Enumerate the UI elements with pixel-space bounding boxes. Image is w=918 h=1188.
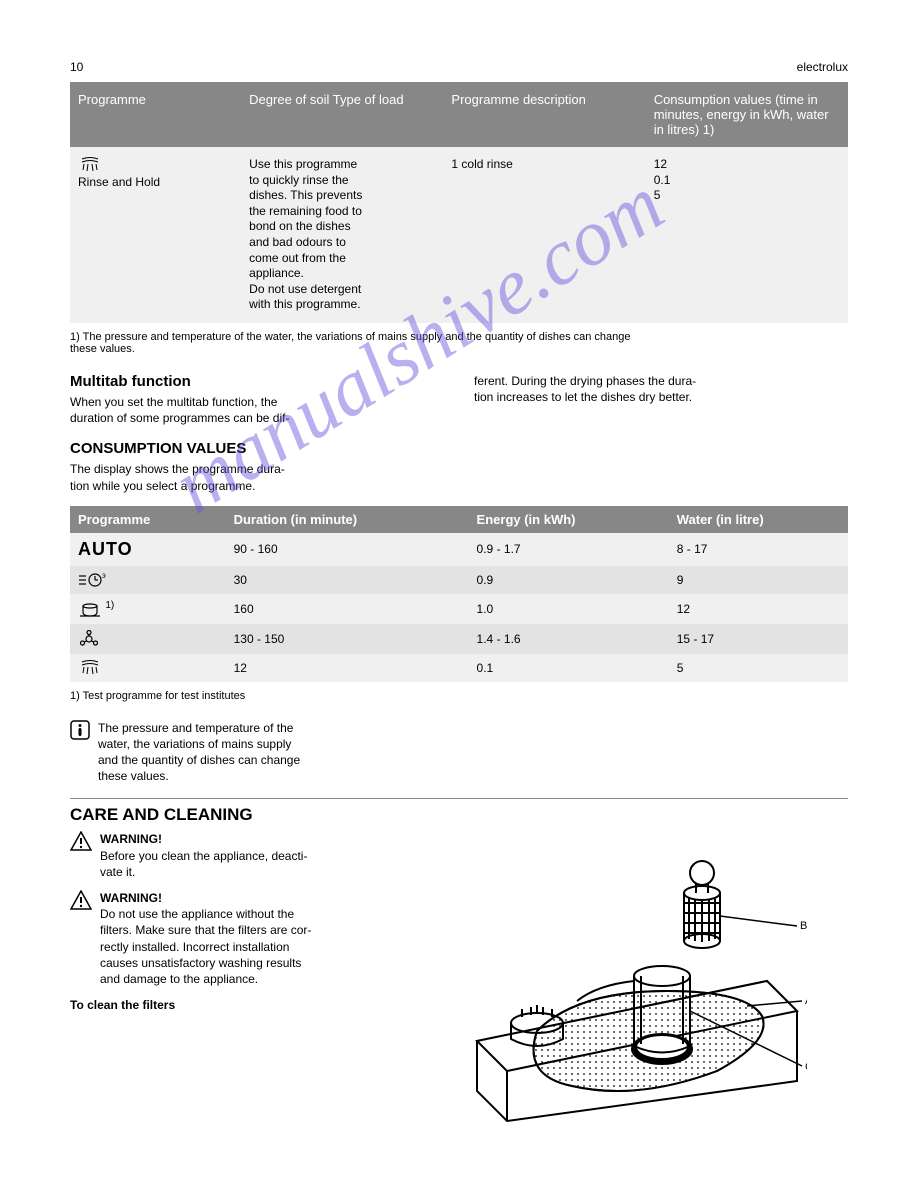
col-desc: Programme description [443,82,645,147]
eco-icon [78,600,102,618]
post-note: ferent. During the drying phases the dur… [474,373,848,405]
cell-water: 12 [669,594,848,624]
care-title: CARE AND CLEANING [70,805,848,825]
warning-label: WARNING! [100,832,162,846]
col-duration: Duration (in minute) [226,506,469,533]
cell-duration: 130 - 150 [226,624,469,654]
table-row: 1) 160 1.0 12 [70,594,848,624]
programme-name: Rinse and Hold [78,175,233,191]
desc-cell: 1 cold rinse [443,147,645,323]
cell-energy: 1.4 - 1.6 [469,624,669,654]
programs-footnote: 1) The pressure and temperature of the w… [70,331,848,355]
multitab-title: Multitab function [70,373,444,390]
table-row: Rinse and Hold Use this programme to qui… [70,147,848,323]
col-water: Water (in litre) [669,506,848,533]
cell-duration: 160 [226,594,469,624]
page-header: 10 electrolux [70,60,848,74]
warning-block: WARNING! Do not use the appliance without… [70,890,451,987]
warning-label: WARNING! [100,891,162,905]
auto-icon: AUTO [78,539,133,559]
col-consumption: Consumption values (time in minutes, ene… [646,82,848,147]
cell-energy: 0.9 - 1.7 [469,533,669,566]
rinse-hold-icon [78,157,102,173]
cell-water: 15 - 17 [669,624,848,654]
callout-a: A [805,995,807,1007]
consumption-title: CONSUMPTION VALUES [70,440,444,457]
brand-name: electrolux [797,60,848,74]
soil-cell: Use this programme to quickly rinse the … [241,147,443,323]
cell-energy: 0.1 [469,654,669,682]
cell-water: 9 [669,566,848,594]
section-divider [70,798,848,799]
cell-energy: 0.9 [469,566,669,594]
values-cell: 12 0.1 5 [646,147,848,323]
cell-duration: 90 - 160 [226,533,469,566]
cell-duration: 30 [226,566,469,594]
info-icon [70,720,90,740]
col-programme: Programme [70,82,241,147]
30min-icon: 30' [78,572,106,588]
table-row: AUTO 90 - 160 0.9 - 1.7 8 - 17 [70,533,848,566]
multitab-body: When you set the multitab function, the … [70,394,444,426]
rinse-hold-icon [78,660,102,676]
table-row: 30' 30 0.9 9 [70,566,848,594]
intensive-icon [78,630,100,648]
cell-water: 8 - 17 [669,533,848,566]
warning-icon [70,831,92,851]
cell-duration: 12 [226,654,469,682]
col-energy: Energy (in kWh) [469,506,669,533]
page-number: 10 [70,60,83,74]
eco-footnote-ref: 1) [105,600,114,611]
svg-text:30': 30' [102,574,106,580]
warning-block: WARNING! Before you clean the appliance, … [70,831,451,880]
filters-subhead: To clean the filters [70,997,451,1013]
programs-table: Programme Degree of soil Type of load Pr… [70,82,848,323]
warning-icon [70,890,92,910]
info-note-text: The pressure and temperature of the wate… [98,720,300,785]
warning-text: Before you clean the appliance, deacti- … [100,849,307,879]
consumption-footnote: 1) Test programme for test institutes [70,690,848,702]
consumption-table: Programme Duration (in minute) Energy (i… [70,506,848,682]
cell-energy: 1.0 [469,594,669,624]
callout-c: C [805,1061,807,1073]
table-row: 12 0.1 5 [70,654,848,682]
consumption-body: The display shows the programme dura- ti… [70,461,444,493]
warning-text: Do not use the appliance without the fil… [100,907,311,986]
table-row: 130 - 150 1.4 - 1.6 15 - 17 [70,624,848,654]
callout-b: B [800,920,807,932]
filter-diagram: B A C [467,831,807,1131]
info-note-row: The pressure and temperature of the wate… [70,720,848,785]
col-soil: Degree of soil Type of load [241,82,443,147]
col-programme2: Programme [70,506,226,533]
cell-water: 5 [669,654,848,682]
